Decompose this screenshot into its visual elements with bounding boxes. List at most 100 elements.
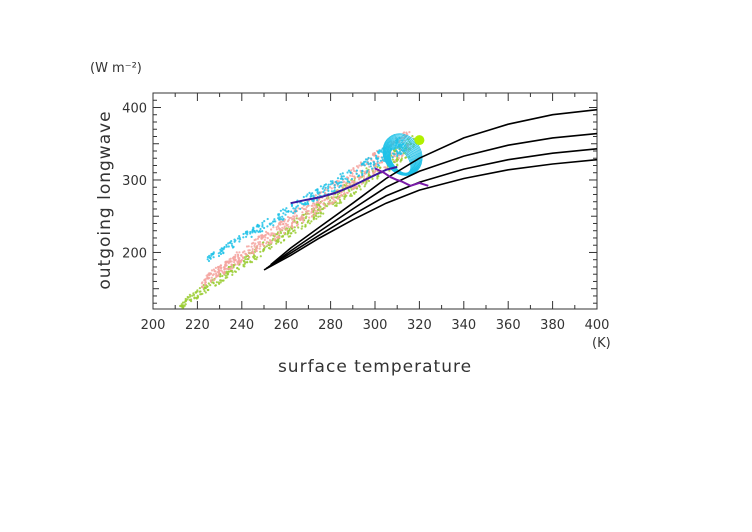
scatter-point <box>377 152 380 155</box>
scatter-point <box>308 191 311 194</box>
line-series-9 <box>374 167 429 187</box>
scatter-point <box>357 166 360 169</box>
scatter-point <box>316 198 319 201</box>
scatter-point <box>368 174 371 177</box>
scatter-point <box>203 289 206 293</box>
scatter-point <box>246 261 249 264</box>
scatter-point <box>290 216 293 219</box>
scatter-point <box>328 186 332 189</box>
line-series-1 <box>265 148 598 270</box>
scatter-point <box>277 225 280 228</box>
scatter-point <box>279 223 282 226</box>
scatter-point <box>347 169 351 172</box>
scatter-point <box>331 182 334 185</box>
scatter-point <box>396 154 399 157</box>
scatter-point <box>278 221 281 224</box>
scatter-point <box>372 163 375 166</box>
scatter-point <box>360 182 363 185</box>
scatter-point <box>323 203 326 207</box>
y-tick-label: 200 <box>122 246 147 261</box>
y-tick-label: 300 <box>122 174 147 189</box>
scatter-point <box>253 229 256 232</box>
scatter-point <box>265 245 268 248</box>
scatter-point <box>224 260 228 263</box>
scatter-point <box>219 264 222 267</box>
scatter-point <box>311 208 314 211</box>
scatter-point <box>351 175 354 178</box>
scatter-point <box>278 213 281 216</box>
scatter-point <box>342 175 345 178</box>
scatter-point <box>213 279 216 282</box>
scatter-point <box>224 274 227 277</box>
scatter-point <box>315 217 318 220</box>
scatter-point <box>247 245 250 248</box>
scatter-point <box>297 207 300 210</box>
scatter-point <box>219 252 223 256</box>
scatter-point <box>248 256 251 259</box>
scatter-point <box>290 224 293 227</box>
scatter-point <box>305 206 308 209</box>
scatter-point <box>243 260 246 263</box>
scatter-point <box>225 243 228 247</box>
scatter-point <box>243 250 246 253</box>
scatter-point <box>290 210 293 213</box>
scatter-point <box>238 261 241 264</box>
x-tick-label: 380 <box>540 318 565 333</box>
scatter-point <box>266 225 269 228</box>
scatter-point <box>319 215 322 218</box>
scatter-point <box>287 231 290 235</box>
scatter-point <box>283 220 286 223</box>
scatter-point <box>282 212 285 215</box>
loop-series-7 <box>382 133 423 176</box>
x-tick-label: 300 <box>363 318 388 333</box>
scatter-point <box>353 192 356 195</box>
scatter-point <box>277 240 280 243</box>
scatter-point <box>217 252 220 255</box>
scatter-point <box>183 304 186 307</box>
scatter-point <box>222 251 225 254</box>
scatter-point <box>393 150 396 153</box>
scatter-point <box>311 192 314 195</box>
scatter-point <box>217 254 221 258</box>
scatter-point <box>258 240 262 244</box>
scatter-point <box>349 174 352 177</box>
scatter-point <box>381 156 384 159</box>
scatter-point <box>307 209 310 213</box>
scatter-point <box>376 165 379 169</box>
scatter-point <box>364 183 367 186</box>
scatter-point <box>214 266 217 269</box>
scatter-point <box>345 182 348 185</box>
scatter-point <box>350 169 353 172</box>
scatter-point <box>285 228 288 231</box>
scatter-point <box>349 183 352 186</box>
scatter-point <box>198 290 201 293</box>
scatter-point <box>394 159 397 162</box>
scatter-point <box>223 270 226 273</box>
scatter-point <box>306 221 309 224</box>
scatter-point <box>367 163 370 166</box>
scatter-point <box>359 188 362 191</box>
scatter-point <box>278 218 281 221</box>
scatter-point <box>221 279 224 282</box>
scatter-point <box>348 181 351 184</box>
scatter-point <box>292 207 295 210</box>
scatter-point <box>236 237 240 240</box>
scatter-point <box>188 293 191 296</box>
scatter-point <box>318 206 321 209</box>
scatter-point <box>235 251 238 254</box>
scatter-point <box>189 295 192 298</box>
scatter-point <box>376 177 379 180</box>
scatter-point <box>334 180 338 183</box>
scatter-point <box>256 237 259 240</box>
scatter-point <box>340 175 343 178</box>
scatter-point <box>322 212 325 215</box>
scatter-point <box>284 209 287 212</box>
scatter-point <box>272 224 275 227</box>
scatter-point <box>270 232 273 235</box>
scatter-point <box>351 172 354 175</box>
scatter-point <box>216 274 219 277</box>
scatter-point <box>207 259 211 263</box>
scatter-point <box>194 291 197 294</box>
scatter-point <box>210 269 214 272</box>
scatter-point <box>367 156 370 160</box>
